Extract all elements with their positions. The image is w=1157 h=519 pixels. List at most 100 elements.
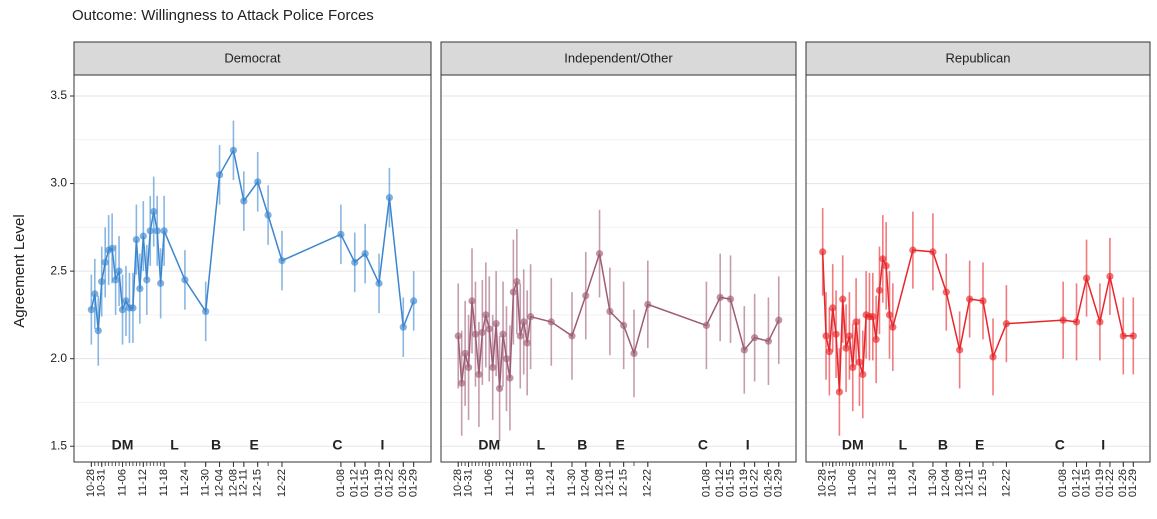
x-tick-label: 10-31 [96,469,108,497]
data-point [351,258,359,266]
data-point [620,321,628,330]
event-annotation: DM [478,437,500,453]
data-point [111,276,120,284]
data-point [482,311,490,319]
data-point [644,300,652,308]
data-point [775,316,783,324]
data-point [489,363,497,372]
x-tick-label: 11-12 [504,469,516,496]
x-tick-label: 12-04 [580,469,592,497]
data-point [129,304,137,312]
data-point [502,355,511,363]
event-annotation: B [211,437,221,453]
data-point [1059,316,1067,324]
x-tick-label: 10-31 [827,469,839,497]
data-point [630,349,638,358]
data-point [94,327,102,335]
x-tick-label: 12-22 [1000,469,1012,497]
event-annotation: C [698,437,708,453]
data-point [153,227,161,235]
data-point [464,363,473,372]
x-tick-label: 11-18 [525,469,537,496]
x-tick-label: 11-06 [847,469,859,496]
x-tick-label: 12-22 [642,469,654,497]
x-tick-label: 12-11 [604,469,616,496]
x-tick-label: 12-11 [964,469,976,496]
data-point [716,293,724,301]
x-tick-label: 11-18 [158,469,170,496]
data-point [516,332,524,340]
x-tick-label: 01-29 [773,469,785,497]
x-tick-label: 01-12 [1070,469,1082,497]
x-tick-label: 01-22 [1104,469,1116,497]
x-tick-label: 01-08 [335,469,347,497]
data-point [495,384,504,393]
x-tick-label: 01-26 [397,469,409,497]
x-tick-label: 12-15 [618,469,630,497]
data-point [361,250,369,258]
data-point [475,370,483,379]
x-tick-label: 01-15 [359,469,371,497]
data-point [454,332,462,340]
data-point [139,232,147,240]
facet-strip [73,41,432,76]
data-point [513,278,521,286]
data-point [485,325,493,333]
x-tick-label: 10-28 [85,469,97,497]
data-point [240,197,248,205]
facet-strip [805,41,1151,76]
data-point [879,255,887,263]
data-point [872,335,880,344]
data-point [509,288,517,296]
data-point [254,178,262,186]
data-point [547,318,555,326]
data-point [229,146,238,154]
data-point [122,297,130,305]
data-point [882,262,890,270]
data-point [1082,274,1091,282]
x-tick-label: 11-12 [867,469,879,496]
data-point [582,292,590,300]
data-point [822,332,830,340]
y-tick-label: 2.5 [50,263,67,277]
data-point [98,278,106,286]
x-tick-label: 11-30 [566,469,578,496]
x-tick-label: 12-08 [227,469,239,497]
x-tick-label: 11-06 [116,469,128,496]
data-point [337,230,345,238]
data-point [101,258,109,266]
data-point [835,388,843,396]
x-tick-label: 01-08 [700,469,712,497]
event-annotation: I [1101,437,1105,453]
data-point [1096,318,1104,326]
event-annotation: I [746,437,750,453]
x-tick-label: 10-28 [452,469,464,497]
x-tick-label: 01-15 [724,469,736,497]
y-tick-label: 3.0 [50,176,67,190]
data-point [849,363,857,372]
data-point [979,297,987,305]
data-point [410,297,418,305]
data-point [385,193,394,202]
data-point [1119,332,1127,340]
x-tick-label: 12-22 [276,469,288,497]
data-point [461,349,469,358]
data-point [832,330,840,338]
data-point [989,353,997,361]
data-point [845,332,854,340]
x-tick-label: 01-19 [1094,469,1106,497]
event-annotation: E [975,437,984,453]
data-point [702,321,710,330]
data-point [726,295,735,303]
data-point [146,227,154,235]
data-point [520,318,528,326]
x-tick-label: 01-22 [749,469,761,497]
x-tick-label: 01-22 [383,469,395,497]
x-tick-label: 11-30 [200,469,212,496]
event-annotation: C [1055,437,1065,453]
y-tick-label: 2.0 [50,351,67,365]
event-annotation: L [899,437,908,453]
data-point [399,323,407,331]
data-point [842,344,850,352]
data-point [839,295,847,303]
